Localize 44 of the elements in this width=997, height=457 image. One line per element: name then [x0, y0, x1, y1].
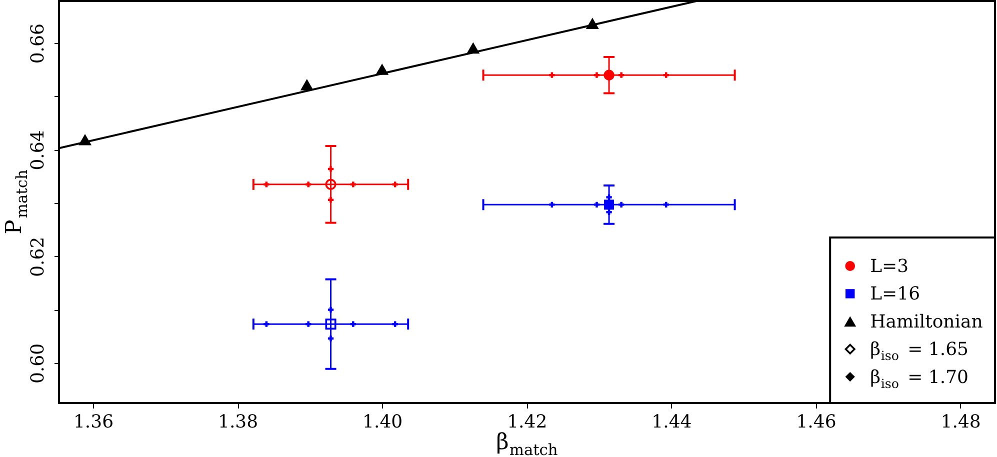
- point: [586, 18, 599, 30]
- point: [549, 202, 555, 208]
- y-tick-label: 0.66: [28, 24, 48, 64]
- point: [328, 166, 334, 172]
- x-tick-label: 1.48: [940, 412, 981, 432]
- point: [618, 202, 624, 208]
- x-tick-label: 1.42: [507, 412, 548, 432]
- point: [350, 321, 356, 327]
- point: [328, 197, 334, 203]
- y-tick-label: 0.62: [28, 236, 48, 277]
- point: [264, 321, 270, 327]
- y-tick-label: 0.64: [28, 130, 48, 170]
- point: [306, 182, 312, 188]
- point: [376, 64, 389, 75]
- point: [306, 321, 312, 327]
- x-tick-label: 1.40: [362, 412, 403, 432]
- y-axis-title: Pmatch: [2, 170, 32, 234]
- point: [264, 182, 270, 188]
- point: [328, 336, 334, 342]
- legend-label: Hamiltonian: [870, 311, 984, 332]
- point: [663, 202, 669, 208]
- x-tick-label: 1.38: [218, 412, 258, 432]
- point: [328, 306, 334, 313]
- point: [604, 200, 614, 210]
- point: [604, 70, 614, 80]
- point: [594, 202, 600, 208]
- point: [618, 72, 624, 78]
- point: [549, 72, 555, 78]
- point: [606, 194, 612, 200]
- point: [606, 209, 612, 215]
- point: [350, 182, 356, 188]
- point: [78, 134, 92, 146]
- legend-label: L=16: [870, 284, 920, 305]
- point: [325, 318, 336, 330]
- point: [466, 42, 480, 54]
- legend-label: L=3: [870, 256, 909, 277]
- point: [300, 79, 314, 90]
- point: [663, 72, 669, 78]
- y-tick-label: 0.60: [28, 343, 48, 384]
- x-tick-label: 1.46: [796, 412, 836, 432]
- x-tick-label: 1.36: [73, 412, 114, 432]
- x-tick-label: 1.44: [652, 412, 692, 432]
- point: [325, 178, 336, 190]
- point: [594, 72, 600, 78]
